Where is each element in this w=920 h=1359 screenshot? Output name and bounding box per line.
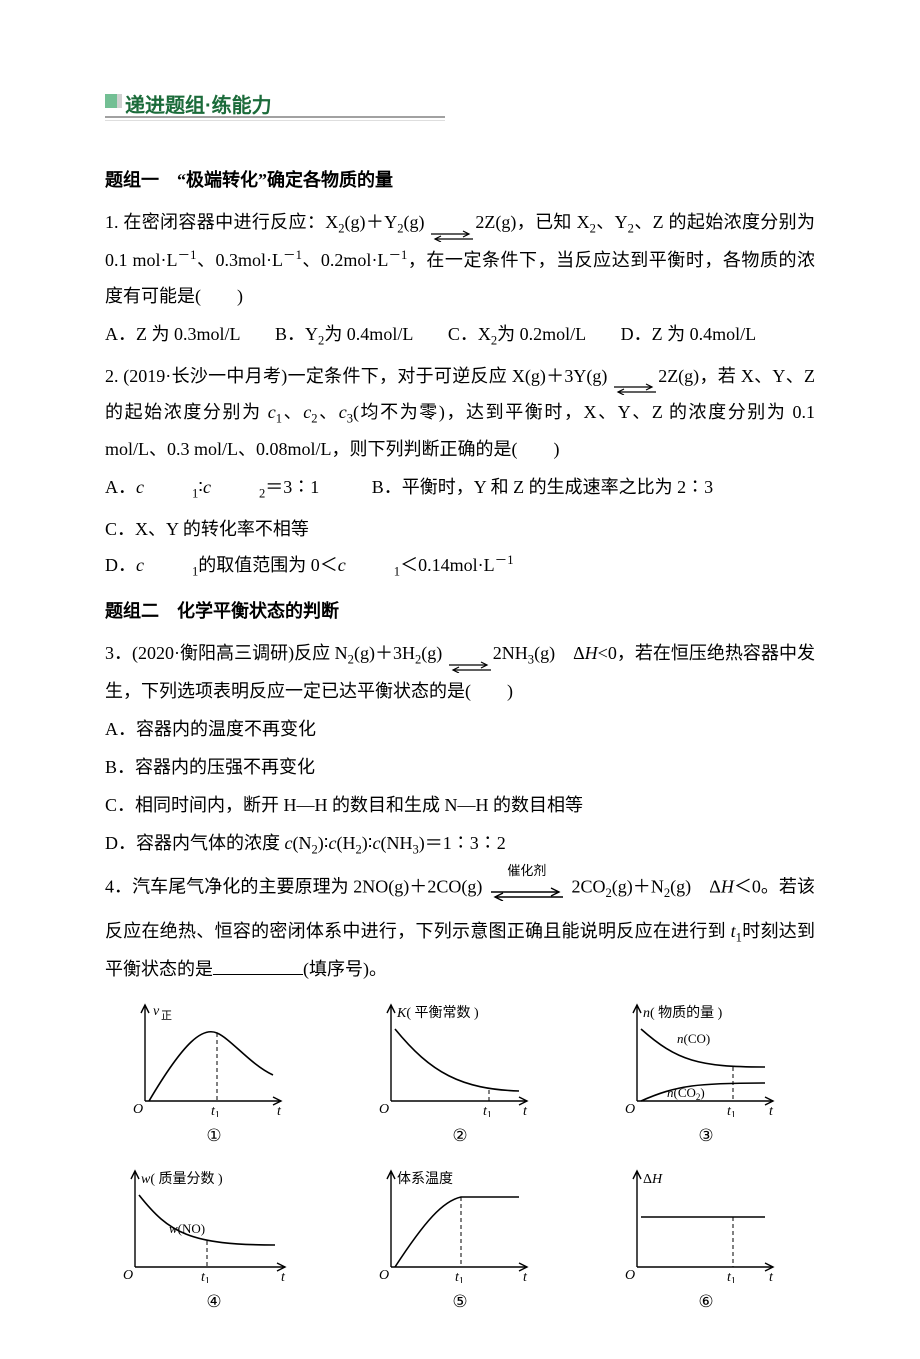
svg-text:t1: t1 bbox=[483, 1104, 492, 1117]
chart-K: K( 平衡常数 ) O t1 t bbox=[351, 999, 569, 1117]
chart-w: w( 质量分数 ) w(NO) O t1 t bbox=[105, 1165, 323, 1283]
svg-text:t1: t1 bbox=[727, 1104, 736, 1117]
svg-text:K( 平衡常数 ): K( 平衡常数 ) bbox=[396, 1005, 479, 1021]
svg-text:O: O bbox=[379, 1102, 389, 1117]
svg-text:v: v bbox=[153, 1004, 160, 1019]
svg-text:t1: t1 bbox=[211, 1104, 220, 1117]
q1-options: A．Z 为 0.3mol/L B．Y2为 0.4mol/L C．X2为 0.2m… bbox=[105, 316, 815, 354]
fig-6: ΔH O t1 t ⑥ bbox=[597, 1165, 815, 1319]
fig-1-caption: ① bbox=[105, 1119, 323, 1153]
q2-optB: B．平衡时，Y 和 Z 的生成速率之比为 2∶3 bbox=[372, 469, 713, 505]
catalyst-arrows-icon: 催化剂 bbox=[487, 864, 567, 913]
fig-1: v正 O t1 t ① bbox=[105, 999, 323, 1153]
q1-optC: C．X2为 0.2mol/L bbox=[448, 316, 586, 354]
fig-6-caption: ⑥ bbox=[597, 1285, 815, 1319]
header-accent-gray bbox=[117, 94, 122, 108]
section-header: 递进题组·练能力 bbox=[105, 80, 815, 122]
q2-stem: 2. (2019·长沙一中月考)一定条件下，对于可逆反应 X(g)＋3Y(g) … bbox=[105, 358, 815, 468]
q2-optD: D．c1的取值范围为 0＜c1＜0.14mol·L－1 bbox=[105, 547, 513, 585]
q3-optA: A．容器内的温度不再变化 bbox=[105, 711, 815, 747]
answer-blank[interactable] bbox=[213, 958, 303, 975]
svg-text:t: t bbox=[277, 1104, 282, 1117]
q1-optB: B．Y2为 0.4mol/L bbox=[275, 316, 413, 354]
header-accent-green bbox=[105, 94, 117, 108]
svg-text:w( 质量分数 ): w( 质量分数 ) bbox=[141, 1171, 223, 1187]
fig-2-caption: ② bbox=[351, 1119, 569, 1153]
fig-2: K( 平衡常数 ) O t1 t ② bbox=[351, 999, 569, 1153]
chart-n: n( 物质的量 ) n(CO) n(CO2) O t1 t bbox=[597, 999, 815, 1117]
fig-5: 体系温度 O t1 t ⑤ bbox=[351, 1165, 569, 1319]
q1-stem: 1. 在密闭容器中进行反应：X2(g)＋Y2(g) 2Z(g)，已知 X2、Y2… bbox=[105, 204, 815, 314]
q2-optC: C．X、Y 的转化率不相等 bbox=[105, 511, 309, 547]
svg-text:体系温度: 体系温度 bbox=[397, 1171, 453, 1187]
q3-optD: D．容器内气体的浓度 c(N2)∶c(H2)∶c(NH3)＝1∶3∶2 bbox=[105, 825, 815, 863]
q2-optA: A．c1∶c2＝3∶1 bbox=[105, 469, 319, 507]
q2-options-row1: A．c1∶c2＝3∶1 B．平衡时，Y 和 Z 的生成速率之比为 2∶3 bbox=[105, 469, 815, 507]
fig-3: n( 物质的量 ) n(CO) n(CO2) O t1 t ③ bbox=[597, 999, 815, 1153]
q1-optA: A．Z 为 0.3mol/L bbox=[105, 316, 241, 352]
q3-optC: C．相同时间内，断开 H—H 的数目和生成 N—H 的数目相等 bbox=[105, 787, 815, 823]
svg-text:O: O bbox=[123, 1268, 133, 1283]
header-rule-light bbox=[105, 120, 445, 121]
eq-arrows-icon bbox=[447, 649, 493, 661]
q3-stem: 3．(2020·衡阳高三调研)反应 N2(g)＋3H2(g) 2NH3(g) Δ… bbox=[105, 635, 815, 709]
q1-optD: D．Z 为 0.4mol/L bbox=[621, 316, 757, 352]
chart-dH: ΔH O t1 t bbox=[597, 1165, 815, 1283]
header-rule-dark bbox=[105, 116, 445, 118]
svg-text:O: O bbox=[133, 1102, 143, 1117]
svg-text:O: O bbox=[625, 1102, 635, 1117]
fig-4: w( 质量分数 ) w(NO) O t1 t ④ bbox=[105, 1165, 323, 1319]
fig-3-caption: ③ bbox=[597, 1119, 815, 1153]
svg-text:n( 物质的量 ): n( 物质的量 ) bbox=[643, 1005, 723, 1021]
fig-5-caption: ⑤ bbox=[351, 1285, 569, 1319]
svg-text:正: 正 bbox=[161, 1010, 172, 1022]
q3-optB: B．容器内的压强不再变化 bbox=[105, 749, 815, 785]
svg-text:n(CO2): n(CO2) bbox=[667, 1085, 705, 1102]
svg-text:t: t bbox=[281, 1270, 286, 1283]
group2-title: 题组二 化学平衡状态的判断 bbox=[105, 593, 815, 629]
svg-text:w(NO): w(NO) bbox=[169, 1221, 205, 1236]
chart-v-forward: v正 O t1 t bbox=[105, 999, 323, 1117]
eq-arrows-icon bbox=[612, 371, 658, 383]
svg-text:t: t bbox=[523, 1270, 528, 1283]
q4-stem: 4．汽车尾气净化的主要原理为 2NO(g)＋2CO(g) 催化剂 2CO2(g)… bbox=[105, 864, 815, 987]
svg-text:t: t bbox=[769, 1104, 774, 1117]
eq-arrows-icon bbox=[429, 218, 475, 230]
svg-text:t1: t1 bbox=[727, 1270, 736, 1283]
chart-T: 体系温度 O t1 t bbox=[351, 1165, 569, 1283]
q2-options-row2: C．X、Y 的转化率不相等 D．c1的取值范围为 0＜c1＜0.14mol·L－… bbox=[105, 511, 815, 585]
svg-text:t: t bbox=[523, 1104, 528, 1117]
svg-text:O: O bbox=[379, 1268, 389, 1283]
svg-text:t1: t1 bbox=[201, 1270, 210, 1283]
svg-text:n(CO): n(CO) bbox=[677, 1031, 710, 1046]
svg-text:t: t bbox=[769, 1270, 774, 1283]
svg-text:ΔH: ΔH bbox=[643, 1172, 663, 1187]
figure-row-2: w( 质量分数 ) w(NO) O t1 t ④ 体系温度 bbox=[105, 1165, 815, 1319]
figure-row-1: v正 O t1 t ① K( 平衡常数 ) O t bbox=[105, 999, 815, 1153]
svg-text:t1: t1 bbox=[455, 1270, 464, 1283]
group1-title: 题组一 “极端转化”确定各物质的量 bbox=[105, 162, 815, 198]
fig-4-caption: ④ bbox=[105, 1285, 323, 1319]
svg-text:O: O bbox=[625, 1268, 635, 1283]
